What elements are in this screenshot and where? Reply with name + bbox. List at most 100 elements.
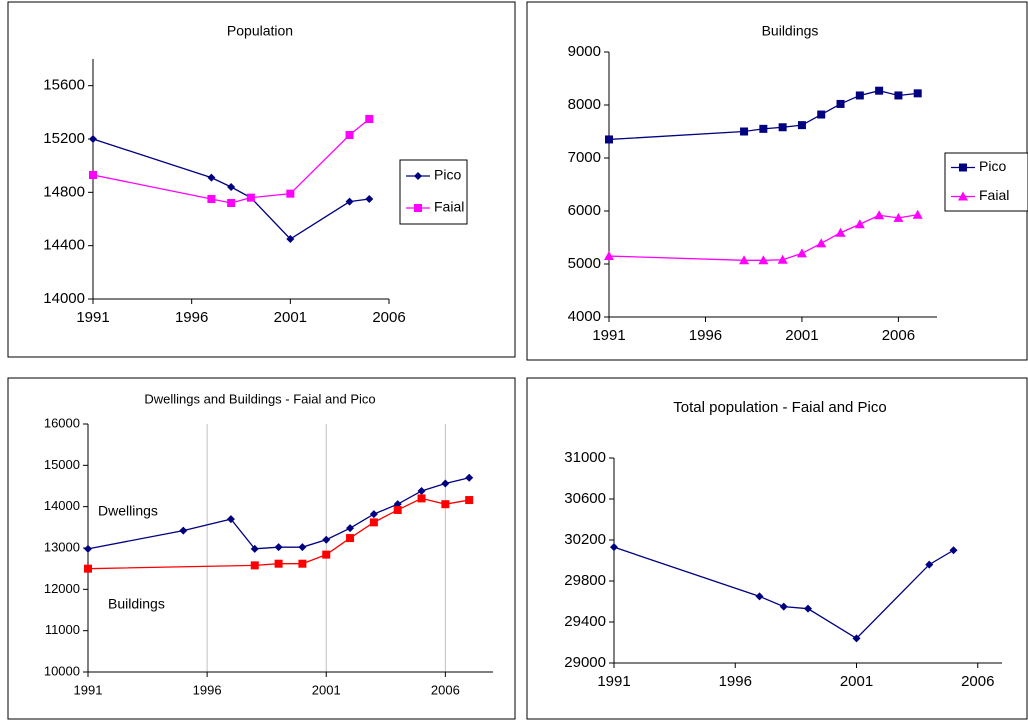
marker [89, 171, 97, 179]
legend-label: Pico [434, 167, 461, 183]
x-tick-label: 2001 [312, 682, 341, 697]
marker [816, 238, 827, 248]
legend-box [399, 159, 468, 225]
marker [804, 604, 812, 613]
marker [365, 115, 374, 123]
y-tick-label: 8000 [568, 96, 601, 113]
marker [855, 91, 864, 100]
marker [465, 496, 474, 505]
y-tick-label: 9000 [568, 43, 601, 60]
marker [417, 494, 426, 503]
marker [345, 131, 354, 139]
marker [89, 135, 97, 143]
marker [246, 193, 255, 202]
marker [227, 183, 236, 191]
x-tick-label: 1996 [175, 309, 208, 326]
marker [740, 127, 749, 136]
y-tick-label: 29800 [564, 572, 606, 589]
x-tick-label: 2006 [431, 682, 460, 697]
marker [465, 473, 474, 482]
marker [912, 209, 923, 219]
marker [758, 255, 769, 265]
legend-marker [958, 191, 968, 201]
marker [925, 560, 934, 569]
marker [286, 189, 295, 198]
marker [441, 500, 450, 509]
marker [949, 546, 958, 555]
y-tick-label: 11000 [45, 622, 80, 637]
marker [274, 543, 283, 552]
marker [797, 121, 806, 130]
y-tick-label: 14400 [43, 237, 85, 254]
series-label: Buildings [108, 596, 165, 612]
y-tick-label: 4000 [568, 308, 601, 325]
legend-label: Faial [434, 199, 464, 215]
x-tick-label: 1991 [74, 682, 103, 697]
marker [604, 251, 614, 261]
x-tick-label: 1991 [592, 327, 625, 344]
marker [913, 89, 922, 98]
x-tick-label: 2001 [840, 673, 873, 690]
marker [441, 479, 450, 488]
marker [874, 210, 885, 220]
marker [610, 543, 618, 552]
marker [250, 561, 259, 570]
x-tick-label: 2006 [961, 673, 994, 690]
marker [345, 197, 354, 206]
marker [875, 86, 884, 95]
marker [369, 518, 378, 527]
y-tick-label: 6000 [568, 202, 601, 219]
legend-marker [414, 204, 422, 212]
marker [779, 602, 788, 611]
legend-label: Faial [979, 187, 1009, 203]
marker [84, 564, 92, 573]
y-tick-label: 13000 [44, 539, 80, 554]
marker [286, 235, 295, 243]
y-tick-label: 15600 [43, 77, 85, 94]
x-tick-label: 1991 [76, 309, 109, 326]
x-tick-label: 2006 [882, 327, 915, 344]
y-tick-label: 14000 [44, 498, 80, 513]
y-tick-label: 15200 [43, 130, 85, 147]
legend-marker [414, 172, 422, 180]
marker [179, 526, 188, 535]
x-tick-label: 2001 [785, 327, 818, 344]
marker [369, 510, 378, 519]
chart-title: Dwellings and Buildings - Faial and Pico [144, 391, 375, 406]
marker [739, 255, 750, 265]
chart-frame [526, 1, 1028, 361]
y-tick-label: 5000 [568, 255, 601, 272]
marker [817, 110, 826, 119]
marker [796, 248, 807, 258]
marker [322, 550, 331, 559]
marker [778, 123, 787, 132]
marker [298, 559, 307, 568]
marker [84, 544, 92, 553]
y-tick-label: 30600 [564, 490, 606, 507]
marker [274, 559, 283, 568]
y-tick-label: 16000 [44, 415, 80, 430]
marker [836, 99, 845, 108]
marker [346, 524, 355, 533]
chart-frame [526, 377, 1028, 720]
series-label: Dwellings [98, 503, 158, 519]
y-tick-label: 14000 [43, 290, 85, 307]
marker [365, 195, 374, 203]
marker [755, 592, 764, 601]
marker [346, 534, 355, 543]
x-tick-label: 1991 [597, 673, 630, 690]
marker [777, 254, 788, 264]
y-tick-label: 12000 [44, 581, 80, 596]
chart-title: Buildings [762, 23, 819, 39]
legend-box [944, 152, 1028, 212]
y-tick-label: 7000 [568, 149, 601, 166]
chart-title: Population [227, 23, 293, 39]
marker [207, 173, 216, 182]
marker [322, 535, 331, 544]
marker [250, 544, 259, 553]
y-tick-label: 15000 [44, 457, 80, 472]
marker [759, 124, 768, 133]
marker [298, 543, 307, 552]
marker [417, 486, 426, 495]
marker [226, 515, 235, 524]
